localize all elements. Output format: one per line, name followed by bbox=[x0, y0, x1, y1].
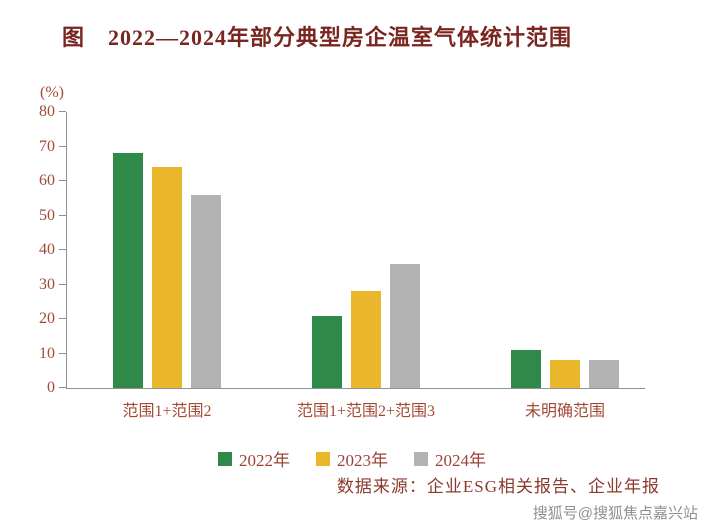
bar bbox=[589, 360, 619, 388]
legend-swatch bbox=[218, 451, 232, 466]
y-tick-label: 20 bbox=[39, 310, 55, 327]
y-tick-mark bbox=[59, 249, 66, 250]
y-tick-mark bbox=[59, 387, 66, 388]
legend-item: 2023年 bbox=[316, 446, 388, 471]
data-source: 数据来源：企业ESG相关报告、企业年报 bbox=[336, 477, 660, 496]
y-tick-mark bbox=[59, 214, 66, 216]
legend-item: 2022年 bbox=[218, 446, 290, 471]
plot-area: 0 10 20 30 40 50 60 70 80 范围1+范围2 范围1+范围2+范围3 未明确范围 bbox=[39, 103, 645, 420]
category-label: 未明确范围 bbox=[524, 403, 606, 420]
category-label: 范围1+范围2 bbox=[122, 403, 212, 420]
y-tick-label: 40 bbox=[39, 241, 55, 258]
bar bbox=[351, 291, 381, 388]
bar bbox=[390, 263, 420, 388]
bar bbox=[152, 167, 182, 388]
y-tick-label: 80 bbox=[39, 103, 55, 120]
chart-title: 图 2022—2024年部分典型房企温室气体统计范围 bbox=[62, 25, 573, 50]
bar-groups: 范围1+范围2 范围1+范围2+范围3 未明确范围 bbox=[67, 112, 645, 420]
y-tick-mark bbox=[59, 352, 66, 354]
y-tick-label: 50 bbox=[39, 206, 55, 224]
category-label: 范围1+范围2+范围3 bbox=[296, 403, 436, 420]
watermark: 搜狐号@搜狐焦点嘉兴站 bbox=[532, 505, 698, 522]
y-tick-mark bbox=[59, 318, 66, 319]
y-tick-label: 60 bbox=[39, 172, 55, 189]
y-tick-label: 70 bbox=[39, 137, 55, 155]
bar-group: 未明确范围 bbox=[511, 350, 619, 420]
y-axis-unit-label: (%) bbox=[40, 84, 64, 101]
y-tick-mark bbox=[59, 145, 66, 147]
y-tick-label: 30 bbox=[39, 275, 55, 293]
y-tick-label: 0 bbox=[47, 379, 55, 396]
legend-label: 2024年 bbox=[435, 451, 486, 470]
y-tick-mark bbox=[59, 111, 66, 112]
legend: 2022年 2023年 2024年 bbox=[0, 446, 704, 471]
bar bbox=[113, 153, 143, 388]
y-tick-mark bbox=[59, 283, 66, 285]
y-tick-mark bbox=[59, 180, 66, 181]
bar bbox=[191, 194, 221, 388]
legend-label: 2023年 bbox=[337, 451, 388, 470]
bar bbox=[312, 315, 342, 388]
legend-swatch bbox=[316, 451, 330, 466]
bar-group: 范围1+范围2+范围3 bbox=[297, 263, 435, 420]
y-tick-label: 10 bbox=[39, 344, 55, 362]
bar bbox=[550, 360, 580, 388]
legend-item: 2024年 bbox=[414, 446, 486, 471]
legend-swatch bbox=[414, 451, 428, 466]
bar bbox=[511, 350, 541, 388]
bar-group: 范围1+范围2 bbox=[113, 153, 221, 420]
legend-label: 2022年 bbox=[239, 451, 290, 470]
